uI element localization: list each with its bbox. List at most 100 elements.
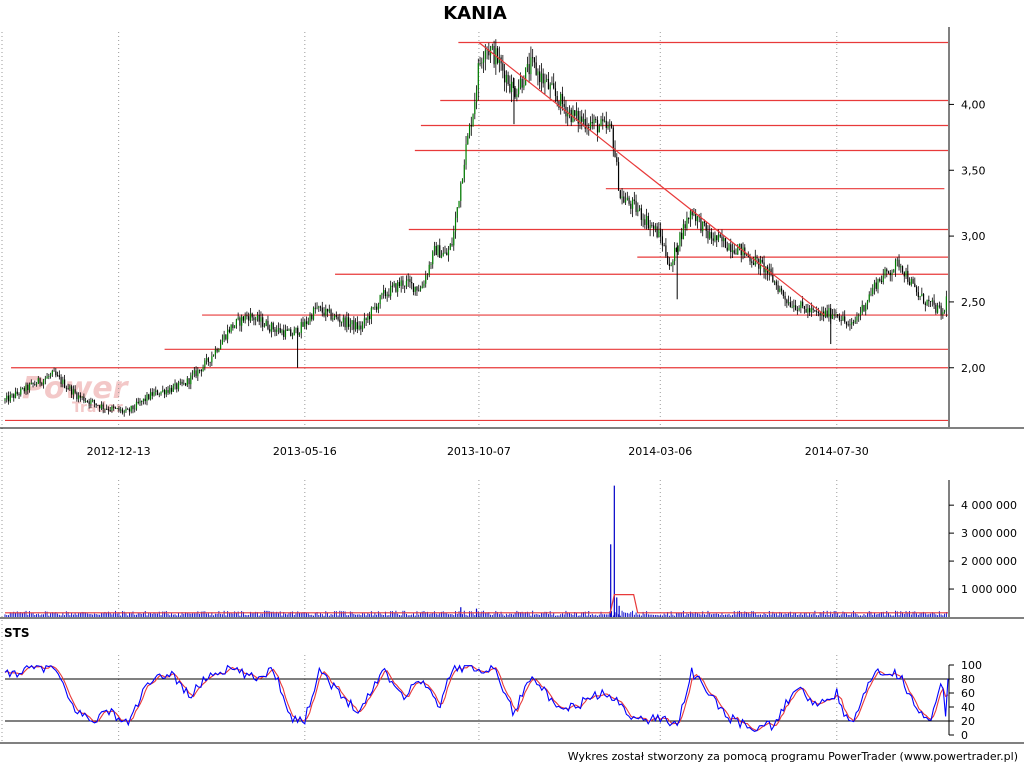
price-candle-body (535, 62, 537, 75)
price-candle-body (707, 230, 709, 239)
price-candle-body (393, 283, 395, 286)
price-candle-body (370, 307, 372, 320)
price-candle-body (104, 408, 106, 410)
price-candle-body (18, 393, 20, 395)
price-candle-body (342, 317, 344, 323)
price-candle-body (60, 377, 62, 384)
price-candle-body (686, 217, 688, 229)
price-candle-body (383, 290, 385, 294)
price-candle-body (72, 389, 74, 395)
price-candle-body (749, 256, 751, 262)
price-candle-body (142, 398, 145, 402)
price-candle-body (800, 301, 802, 308)
price-candle-body (791, 307, 793, 308)
price-candle-body (854, 320, 856, 323)
price-candle-body (49, 374, 52, 377)
price-candle-body (460, 183, 462, 201)
price-candle-body (100, 404, 103, 409)
price-candle-body (887, 271, 890, 273)
price-candle-body (453, 231, 455, 246)
trend-line (478, 42, 826, 316)
price-candle-body (865, 304, 867, 311)
price-candle-body (111, 406, 113, 411)
price-candle-body (218, 348, 220, 352)
price-candle-body (423, 283, 425, 287)
price-candle-body (868, 294, 870, 301)
price-candle-body (773, 281, 776, 283)
price-candle-body (689, 211, 692, 220)
price-candle-body (456, 207, 458, 218)
price-candle-body (88, 401, 90, 405)
price-candle-body (390, 285, 392, 297)
price-candle-body (944, 310, 946, 313)
price-candle-body (761, 259, 763, 263)
price-candle-body (631, 199, 634, 209)
price-candle-body (346, 317, 348, 328)
price-candle-body (922, 293, 925, 304)
price-candle-body (295, 327, 297, 330)
price-candle-body (335, 315, 337, 317)
price-candle-body (695, 213, 697, 222)
price-candle-body (414, 286, 416, 292)
price-candle-body (437, 245, 439, 256)
price-candle-body (9, 395, 11, 402)
price-candle-body (21, 388, 24, 389)
price-candle-body (735, 253, 737, 255)
price-candle-body (184, 383, 187, 386)
price-candle-body (319, 306, 322, 308)
price-candle-body (409, 279, 411, 283)
price-candle-body (784, 295, 786, 300)
price-candle-body (756, 257, 758, 259)
price-candle-body (463, 164, 465, 179)
stochastic-label: STS (4, 626, 29, 640)
price-candle-body (267, 320, 269, 330)
price-candle-body (241, 316, 243, 326)
price-candle-body (444, 252, 446, 254)
price-candle-body (553, 83, 555, 89)
price-candle-body (309, 315, 311, 322)
price-candle-body (840, 320, 842, 321)
price-candle-body (751, 261, 753, 263)
price-candle-body (861, 305, 863, 313)
price-candle-body (177, 382, 180, 390)
price-candle-body (542, 73, 544, 84)
price-candle-body (901, 266, 904, 273)
price-candle-body (886, 269, 888, 272)
volume-panel: 1 000 000 2 000 000 3 000 000 4 000 000 (0, 480, 1024, 619)
sts-k-line (4, 664, 949, 733)
price-candle-body (772, 274, 774, 282)
price-candle-body (474, 102, 476, 115)
price-candle-body (39, 378, 41, 384)
y-tick-label: 80 (961, 673, 975, 686)
price-candle-body (539, 71, 541, 83)
price-candle-body (667, 256, 669, 264)
price-candle-body (458, 200, 460, 208)
x-tick-label: 2014-07-30 (805, 445, 869, 458)
price-candle-body (158, 394, 160, 396)
price-candle-body (125, 408, 127, 412)
price-candle-body (225, 334, 227, 340)
price-candle-body (149, 392, 152, 400)
price-candle-body (102, 404, 104, 410)
price-candle-body (675, 247, 678, 252)
price-candle-body (121, 409, 124, 413)
price-candle-body (76, 392, 78, 400)
price-candle-body (556, 95, 558, 102)
price-candle-body (284, 329, 287, 337)
price-candle-body (626, 197, 628, 200)
price-candle-body (314, 307, 316, 309)
price-candle-body (362, 323, 364, 330)
price-candle-body (62, 379, 64, 384)
price-candle-body (714, 235, 716, 241)
price-candle-body (882, 275, 884, 283)
price-candle-body (642, 219, 644, 221)
price-candle-body (237, 317, 239, 320)
price-candle-body (381, 293, 383, 296)
price-candle-body (165, 390, 167, 395)
price-candle-body (703, 221, 706, 223)
price-candle-body (235, 319, 237, 326)
price-candle-body (851, 322, 853, 325)
price-candle-body (4, 399, 6, 401)
price-candle-body (816, 311, 818, 313)
